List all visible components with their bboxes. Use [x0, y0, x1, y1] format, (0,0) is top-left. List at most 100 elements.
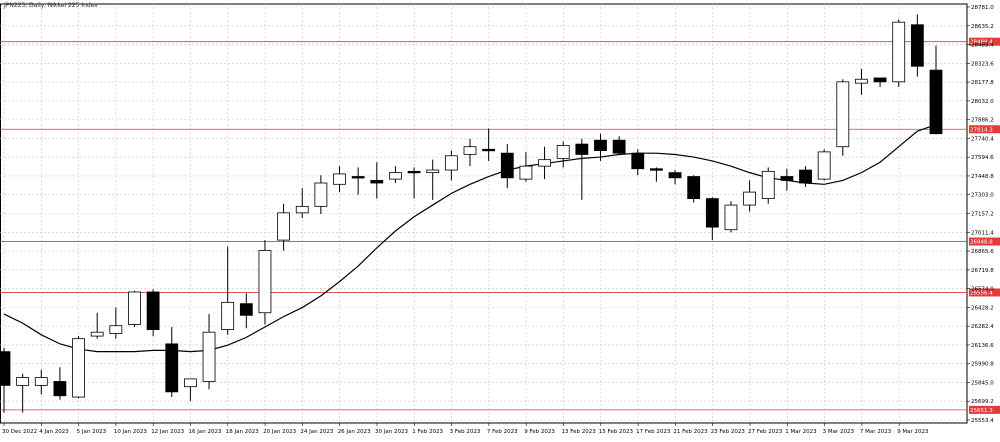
candle[interactable] [128, 290, 141, 328]
candle[interactable] [165, 327, 179, 398]
candle[interactable] [817, 149, 831, 181]
candle[interactable] [761, 167, 775, 204]
candle-body [370, 180, 384, 184]
candle[interactable] [519, 151, 533, 182]
candle[interactable] [687, 175, 701, 203]
candle[interactable] [426, 159, 440, 200]
candle[interactable] [463, 138, 477, 167]
x-tick-label: 3 Feb 2023 [450, 429, 481, 435]
candle[interactable] [351, 167, 365, 195]
candle-body [128, 291, 141, 325]
candle[interactable] [295, 188, 309, 219]
candle[interactable] [370, 162, 384, 199]
candle-body [183, 378, 197, 388]
candle-body [705, 198, 719, 228]
candle[interactable] [389, 166, 402, 184]
y-tick-label: 27740.4 [971, 136, 994, 142]
x-tick-label: 10 Jan 2023 [114, 429, 147, 435]
candle[interactable] [668, 170, 682, 185]
candle[interactable] [500, 144, 514, 189]
candle[interactable] [53, 367, 67, 400]
y-tick-label: 27448.8 [971, 174, 994, 180]
candle-body [761, 170, 775, 199]
x-tick-label: 12 Jan 2023 [151, 429, 184, 435]
y-tick-label: 25845.0 [971, 380, 994, 386]
candle[interactable] [780, 168, 794, 191]
candle-body [482, 148, 496, 152]
candle[interactable] [407, 167, 421, 199]
candle[interactable] [855, 68, 868, 95]
candle[interactable] [444, 150, 458, 181]
candle-body [873, 77, 887, 83]
candle[interactable] [221, 246, 235, 335]
y-tick-label: 28323.6 [971, 61, 994, 67]
candle-body [333, 173, 346, 185]
candle-body [538, 159, 551, 167]
candle-body [463, 146, 477, 155]
candle[interactable] [258, 240, 272, 325]
x-tick-label: 1 Feb 2023 [412, 429, 443, 435]
candle-body [892, 21, 906, 83]
candle[interactable] [202, 314, 216, 390]
candle-body [817, 151, 831, 180]
y-tick-label: 26282.4 [971, 324, 994, 330]
candle[interactable] [631, 149, 645, 176]
candle[interactable] [910, 14, 924, 77]
candle[interactable] [183, 378, 197, 401]
level-price-label: 26948.8 [970, 240, 993, 246]
candle-body [202, 331, 216, 382]
x-tick-label: 16 Jan 2023 [189, 429, 222, 435]
candle[interactable] [314, 175, 328, 215]
candle[interactable] [72, 336, 85, 399]
x-tick-label: 1 Mar 2023 [785, 429, 817, 435]
level-price-badge [969, 288, 1000, 297]
y-tick-label: 27011.4 [971, 230, 994, 236]
level-price-badge [969, 125, 1000, 134]
candle[interactable] [724, 201, 738, 233]
y-tick-label: 26574.0 [971, 287, 994, 293]
candle[interactable] [892, 19, 906, 88]
candle[interactable] [575, 138, 589, 200]
candle[interactable] [705, 197, 719, 241]
y-tick-label: 28635.2 [971, 24, 994, 30]
candle-body [668, 172, 682, 179]
y-tick-label: 28781.0 [971, 5, 994, 11]
candle[interactable] [482, 128, 496, 161]
candle-body [519, 165, 533, 180]
candle[interactable] [109, 307, 123, 339]
candle[interactable] [90, 312, 104, 339]
candle[interactable] [799, 166, 812, 187]
candle-body [575, 143, 589, 155]
x-tick-label: 18 Jan 2023 [226, 429, 259, 435]
y-tick-label: 28489.4 [971, 43, 994, 49]
candle[interactable] [333, 166, 346, 193]
candle[interactable] [34, 369, 48, 395]
candle[interactable] [16, 373, 30, 413]
y-tick-label: 26428.2 [971, 305, 994, 311]
candle[interactable] [594, 133, 607, 161]
x-tick-label: 24 Jan 2023 [300, 429, 333, 435]
candle-body [650, 168, 663, 171]
candle-body [314, 182, 328, 207]
candle[interactable] [929, 45, 943, 135]
candle[interactable] [612, 136, 626, 155]
candle-body [239, 303, 253, 316]
x-tick-label: 20 Jan 2023 [263, 429, 296, 435]
level-price-badge [969, 37, 1000, 46]
candle[interactable] [277, 203, 291, 251]
candle[interactable] [836, 79, 850, 156]
x-tick-label: 27 Feb 2023 [748, 429, 783, 435]
candle-body [389, 172, 402, 180]
candle[interactable] [239, 293, 253, 329]
candle[interactable] [146, 289, 160, 337]
y-tick-label: 25699.2 [971, 399, 994, 405]
candle[interactable] [743, 180, 756, 212]
candle[interactable] [650, 167, 663, 182]
candle[interactable] [0, 347, 11, 413]
candle-body [855, 78, 868, 84]
candle[interactable] [556, 141, 570, 168]
candle[interactable] [538, 146, 551, 180]
candle[interactable] [873, 77, 887, 88]
